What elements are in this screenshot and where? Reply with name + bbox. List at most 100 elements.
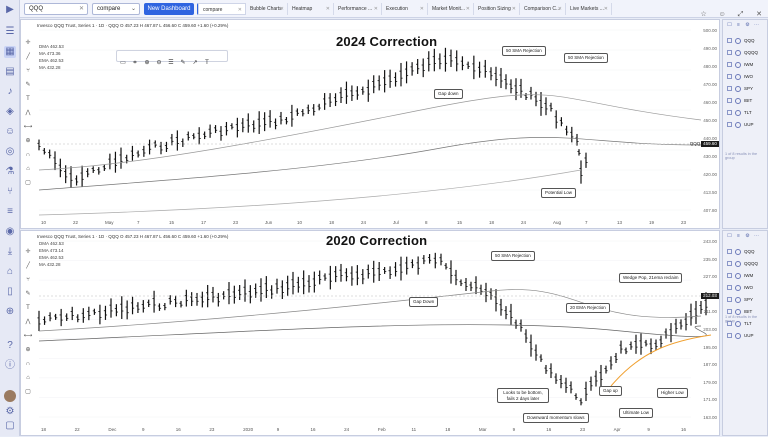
checkbox-icon[interactable] — [727, 297, 732, 303]
brush-icon[interactable]: ✎ — [25, 291, 31, 297]
settings-icon[interactable]: ⚙ — [5, 406, 15, 417]
list-icon[interactable]: ≡ — [737, 233, 740, 239]
star-icon[interactable]: ☆ — [700, 11, 707, 18]
magnet-icon[interactable]: ∩ — [25, 152, 31, 158]
watchlist-item[interactable]: QQQ — [727, 36, 767, 45]
book-icon[interactable]: ▯ — [7, 286, 13, 297]
trash-icon[interactable]: ▢ — [25, 389, 31, 395]
watchlist-item[interactable]: SPY — [727, 295, 767, 304]
play-icon[interactable] — [735, 248, 741, 255]
tab-compare[interactable]: compare ✕ — [198, 3, 246, 15]
tab-execution[interactable]: Execution ✕ — [382, 3, 428, 15]
play-icon[interactable] — [735, 73, 741, 80]
text-icon[interactable]: T — [26, 96, 30, 102]
watchlist-item[interactable]: TLT — [727, 108, 767, 117]
expand-icon[interactable]: ⤢ — [737, 11, 744, 18]
flask-icon[interactable]: ⚗ — [5, 166, 15, 177]
watchlist-item[interactable]: IWM — [727, 60, 767, 69]
new-dashboard-button[interactable]: New Dashboard — [144, 3, 194, 15]
trend-icon[interactable]: ╱ — [26, 263, 30, 269]
crop-icon[interactable]: ⌗ — [133, 60, 137, 66]
play-icon[interactable] — [735, 85, 741, 92]
chart-canvas-2024[interactable] — [21, 20, 721, 230]
tab-heatmap[interactable]: Heatmap ✕ — [288, 3, 334, 15]
tab-comparison[interactable]: Comparison C... ✕ — [520, 3, 566, 15]
sliders-icon[interactable]: ≡ — [7, 206, 13, 217]
checkbox-icon[interactable] — [727, 309, 732, 315]
zoom-icon[interactable]: ⊕ — [25, 138, 31, 144]
tab-bubble-charts[interactable]: Bubble Charts ✕ — [246, 3, 288, 15]
clear-icon[interactable]: ✕ — [78, 6, 84, 12]
watchlist-item[interactable]: IBIT — [727, 96, 767, 105]
zoom-out-icon[interactable]: ⊖ — [156, 60, 162, 66]
pattern-icon[interactable]: ⋀ — [25, 110, 31, 116]
watchlist-item[interactable]: QQQQ — [727, 259, 767, 268]
trash-icon[interactable]: ▢ — [5, 420, 15, 431]
gear-icon[interactable]: ⚙ — [745, 233, 750, 239]
checkbox-icon[interactable] — [727, 74, 732, 80]
more-icon[interactable]: ⋯ — [754, 233, 759, 239]
play-icon[interactable] — [735, 61, 741, 68]
tab-performance[interactable]: Performance ... ✕ — [334, 3, 382, 15]
checkbox-icon[interactable] — [727, 321, 732, 327]
watchlist-item[interactable]: IWO — [727, 72, 767, 81]
play-icon[interactable] — [735, 260, 741, 267]
gear-icon[interactable]: ⚙ — [745, 22, 750, 28]
checkbox-icon[interactable] — [727, 50, 732, 56]
person-icon[interactable]: ☺ — [718, 11, 726, 18]
watchlist-item[interactable]: IWM — [727, 271, 767, 280]
watchlist-item[interactable]: IBIT — [727, 307, 767, 316]
play-icon[interactable] — [735, 284, 741, 291]
play-icon[interactable] — [735, 272, 741, 279]
measure-icon[interactable]: ⟷ — [23, 124, 33, 130]
trash-icon[interactable]: ▢ — [25, 180, 31, 186]
checkbox-icon[interactable] — [727, 38, 732, 44]
checkbox-icon[interactable] — [727, 333, 732, 339]
bell-icon[interactable]: ♪ — [7, 86, 13, 97]
tab-live-markets[interactable]: Live Markets ... ✕ — [566, 3, 612, 15]
checkbox-icon[interactable] — [727, 98, 732, 104]
lock-icon[interactable]: ⌂ — [6, 266, 14, 277]
watchlist-item[interactable]: UUP — [727, 331, 767, 340]
lock-icon[interactable]: ⌂ — [26, 375, 30, 381]
checkbox-icon[interactable] — [727, 86, 732, 92]
measure-icon[interactable]: ⟷ — [23, 333, 33, 339]
chart-canvas-2020[interactable] — [21, 231, 721, 437]
zoom-icon[interactable]: ⊕ — [5, 306, 15, 317]
checkbox-icon[interactable] — [727, 285, 732, 291]
crosshair-icon[interactable]: ✛ — [25, 40, 31, 46]
play-icon[interactable]: ▶ — [6, 4, 14, 15]
tab-position-sizing[interactable]: Position Sizing ✕ — [474, 3, 520, 15]
text-icon[interactable]: T — [205, 60, 209, 66]
symbol-input[interactable]: QQQ ✕ — [24, 3, 88, 15]
fork-icon[interactable]: ⑂ — [7, 186, 13, 197]
checkbox-icon[interactable] — [727, 110, 732, 116]
crosshair-icon[interactable]: ✛ — [25, 249, 31, 255]
watchlist-item[interactable]: SPY — [727, 84, 767, 93]
checkbox-icon[interactable] — [727, 62, 732, 68]
avatar[interactable] — [4, 390, 16, 402]
chart-panel-2024[interactable]: Invesco QQQ Trust, Series 1 · 1D · QQQ O… — [20, 19, 720, 229]
watchlist-item[interactable]: QQQ — [727, 247, 767, 256]
rect-icon[interactable]: ▭ — [120, 60, 126, 66]
more-icon[interactable]: ⋯ — [754, 22, 759, 28]
watchlist-item[interactable]: QQQQ — [727, 48, 767, 57]
layers-icon[interactable]: ◈ — [6, 106, 14, 117]
zoom-icon[interactable]: ⊕ — [25, 347, 31, 353]
fib-icon[interactable]: ☰ — [168, 60, 174, 66]
play-icon[interactable] — [735, 109, 741, 116]
watchlist-item[interactable]: UUP — [727, 120, 767, 129]
brush-icon[interactable]: ✎ — [25, 82, 31, 88]
tab-market-monitor[interactable]: Market Monit... ✕ — [428, 3, 474, 15]
grid-icon[interactable]: ▤ — [5, 66, 15, 77]
pattern-icon[interactable]: ⋀ — [25, 319, 31, 325]
play-icon[interactable] — [735, 97, 741, 104]
text-icon[interactable]: T — [26, 305, 30, 311]
play-icon[interactable] — [735, 121, 741, 128]
play-icon[interactable] — [735, 49, 741, 56]
menu-icon[interactable]: ☰ — [5, 26, 15, 37]
play-icon[interactable] — [735, 308, 741, 315]
lock-icon[interactable]: ⌂ — [26, 166, 30, 172]
brush-icon[interactable]: ↗ — [192, 60, 198, 66]
pitchfork-icon[interactable]: ⑂ — [26, 277, 30, 283]
